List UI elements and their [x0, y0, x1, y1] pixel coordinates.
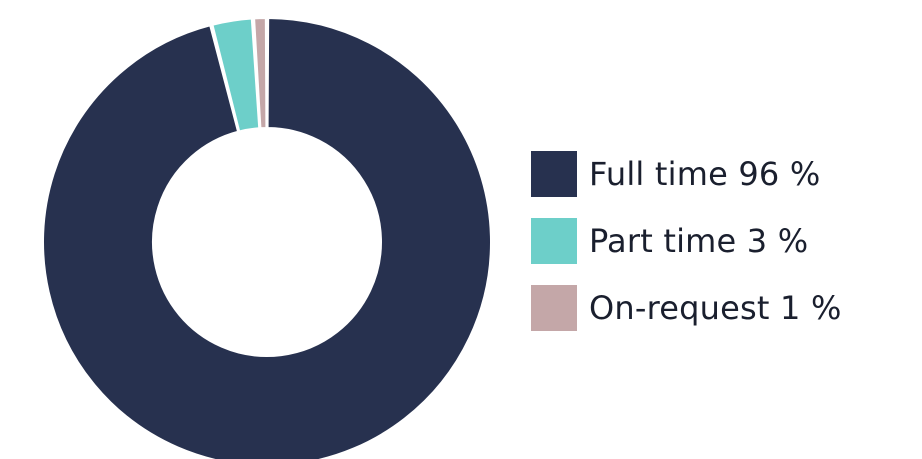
slice-on-request — [253, 16, 268, 130]
legend-label-full-time: Full time 96 % — [589, 155, 821, 193]
slice-full-time — [42, 16, 492, 459]
legend: Full time 96 % Part time 3 % On-request … — [531, 151, 842, 352]
legend-item-part-time: Part time 3 % — [531, 218, 842, 264]
legend-swatch-part-time — [531, 218, 577, 264]
legend-item-full-time: Full time 96 % — [531, 151, 842, 197]
legend-swatch-on-request — [531, 285, 577, 331]
legend-item-on-request: On-request 1 % — [531, 285, 842, 331]
donut-svg — [42, 16, 492, 459]
legend-label-on-request: On-request 1 % — [589, 289, 842, 327]
legend-swatch-full-time — [531, 151, 577, 197]
legend-label-part-time: Part time 3 % — [589, 222, 809, 260]
slice-part-time — [211, 17, 261, 133]
